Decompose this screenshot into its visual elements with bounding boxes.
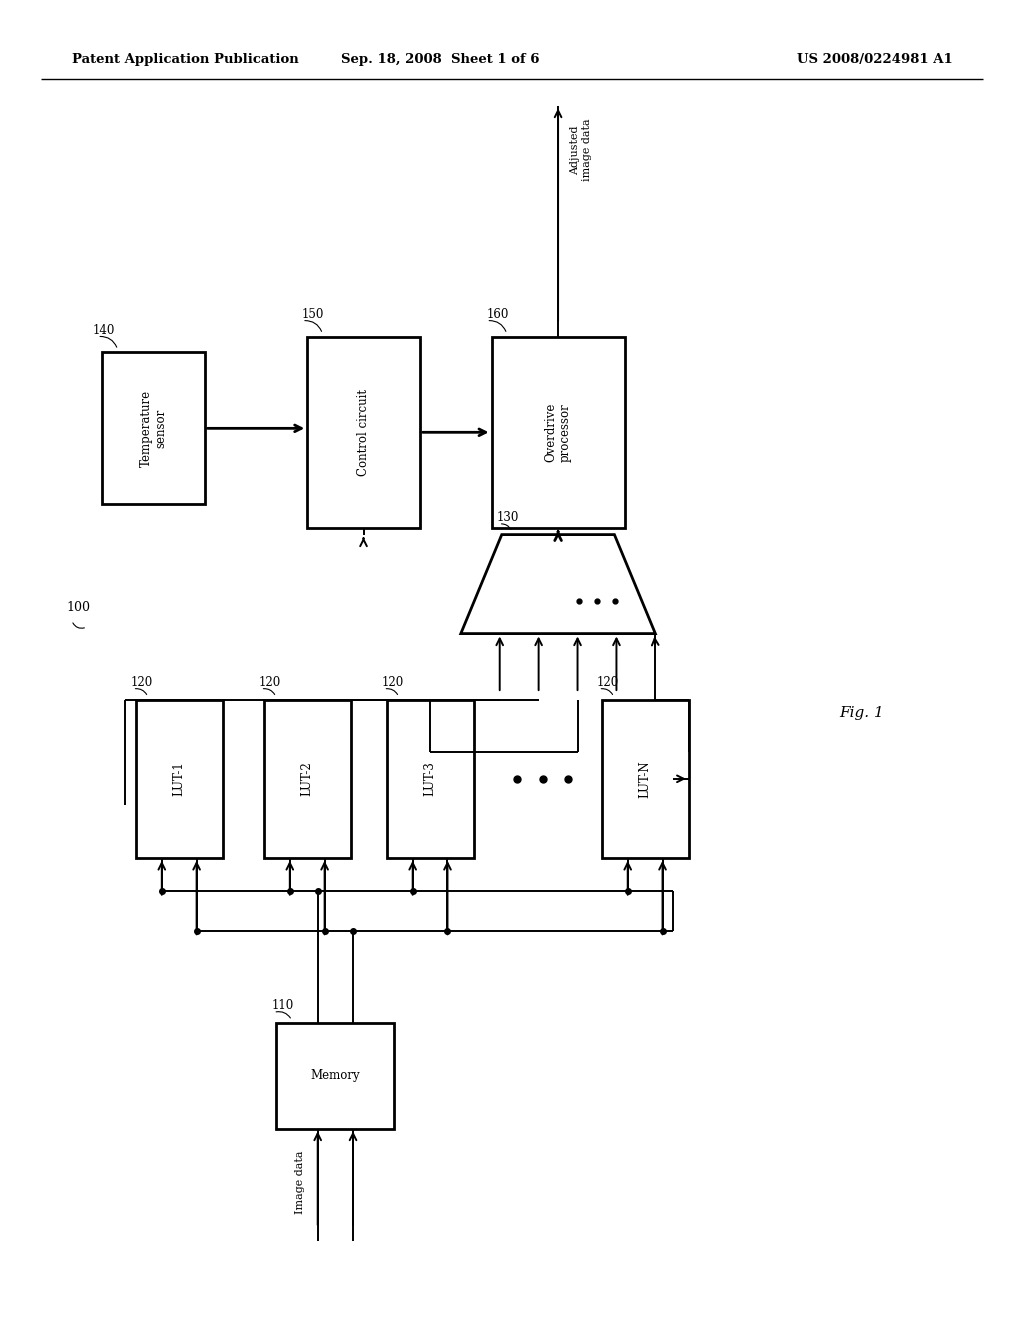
Text: 120: 120 (130, 676, 153, 689)
Text: 120: 120 (258, 676, 281, 689)
Text: 130: 130 (497, 511, 519, 524)
Text: 120: 120 (381, 676, 403, 689)
Text: 110: 110 (271, 999, 294, 1012)
Text: Adjusted
image data: Adjusted image data (570, 119, 592, 181)
Bar (264, 700, 350, 858)
Text: LUT-2: LUT-2 (301, 762, 313, 796)
Bar (602, 700, 688, 858)
Text: Sep. 18, 2008  Sheet 1 of 6: Sep. 18, 2008 Sheet 1 of 6 (341, 53, 540, 66)
Text: 150: 150 (302, 308, 325, 321)
Text: Image data: Image data (295, 1151, 305, 1214)
Bar (135, 700, 222, 858)
Bar (276, 1023, 394, 1129)
Text: Fig. 1: Fig. 1 (840, 706, 885, 719)
Text: LUT-3: LUT-3 (424, 762, 436, 796)
Text: US 2008/0224981 A1: US 2008/0224981 A1 (797, 53, 952, 66)
Text: LUT-N: LUT-N (639, 760, 651, 797)
Text: 120: 120 (596, 676, 618, 689)
Text: Patent Application Publication: Patent Application Publication (72, 53, 298, 66)
Bar (387, 700, 473, 858)
Text: 160: 160 (486, 308, 509, 321)
Text: Control circuit: Control circuit (357, 389, 370, 475)
Bar (492, 337, 625, 528)
Text: 140: 140 (92, 323, 115, 337)
Bar (102, 352, 205, 504)
Text: Overdrive
processor: Overdrive processor (544, 403, 572, 462)
Text: LUT-1: LUT-1 (173, 762, 185, 796)
Text: Memory: Memory (310, 1069, 360, 1082)
Text: Temperature
sensor: Temperature sensor (139, 389, 168, 467)
Text: 100: 100 (67, 601, 90, 614)
Polygon shape (461, 535, 655, 634)
Bar (307, 337, 420, 528)
